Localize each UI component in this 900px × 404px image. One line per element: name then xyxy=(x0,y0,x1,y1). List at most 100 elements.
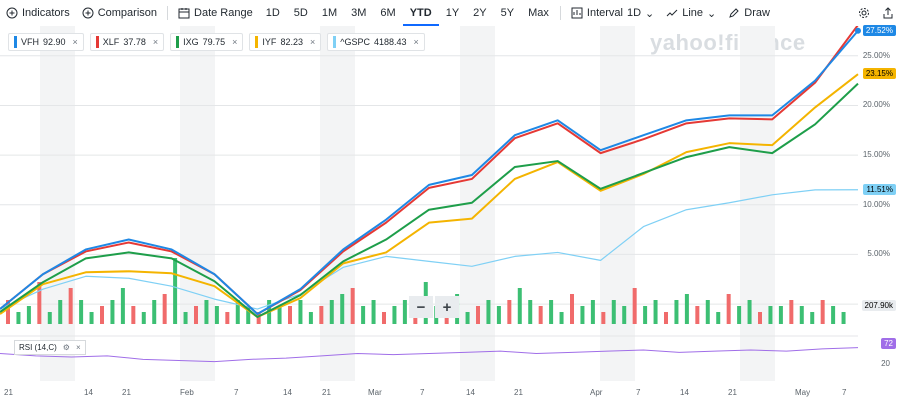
calendar-icon xyxy=(178,8,190,19)
range-max[interactable]: Max xyxy=(528,7,549,19)
y-tick-label: 25.00% xyxy=(862,50,890,60)
volume-bar xyxy=(329,300,334,324)
chart-type-label: Line xyxy=(682,7,704,19)
volume-bar xyxy=(204,300,209,324)
close-icon[interactable]: × xyxy=(75,343,81,352)
volume-bar xyxy=(664,312,668,324)
zoom-in-button[interactable]: + xyxy=(435,296,459,318)
draw-label: Draw xyxy=(744,7,770,19)
badge-volume: 207.90k xyxy=(861,300,896,311)
chip-gspc[interactable]: ^GSPC 4188.43 × xyxy=(327,33,425,51)
range-1y[interactable]: 1Y xyxy=(445,7,460,19)
draw-button[interactable]: Draw xyxy=(722,0,776,26)
indicators-button[interactable]: Indicators xyxy=(0,0,76,26)
rsi-line xyxy=(0,347,859,363)
volume-bar xyxy=(716,312,721,324)
volume-bar xyxy=(16,312,21,324)
volume-bar xyxy=(517,288,522,324)
x-tick-label: 21 xyxy=(322,388,331,397)
volume-bar xyxy=(79,300,84,324)
volume-bar xyxy=(496,306,501,324)
range-ytd[interactable]: YTD xyxy=(402,0,439,26)
settings-icon[interactable]: ⚙ xyxy=(62,343,70,352)
rsi-indicator-chip[interactable]: RSI (14,C) ⚙ × xyxy=(14,340,86,355)
y-tick-label: 5.00% xyxy=(867,249,890,259)
volume-bar xyxy=(726,294,731,324)
volume-bar xyxy=(47,312,52,324)
volume-bar xyxy=(402,300,407,324)
volume-bar xyxy=(570,294,574,324)
y-tick-label: 20.00% xyxy=(862,100,890,110)
volume-bar xyxy=(611,300,616,324)
last-point-marker xyxy=(855,27,861,34)
x-tick-label: 21 xyxy=(514,388,523,397)
close-icon[interactable]: × xyxy=(72,37,78,47)
chip-iyf[interactable]: IYF 82.23 × xyxy=(249,33,322,51)
volume-bar xyxy=(340,294,345,324)
range-5d[interactable]: 5D xyxy=(293,7,308,19)
volume-bar xyxy=(152,300,157,324)
volume-bar xyxy=(235,300,240,324)
range-1m[interactable]: 1M xyxy=(321,7,338,19)
volume-bar xyxy=(601,312,606,324)
range-3m[interactable]: 3M xyxy=(351,7,367,19)
volume-bar xyxy=(256,312,261,324)
volume-bar xyxy=(371,300,376,324)
volume-bar xyxy=(288,306,292,324)
zoom-out-button[interactable]: − xyxy=(409,296,433,318)
gear-icon xyxy=(859,8,869,18)
date-range-button[interactable]: Date Range xyxy=(172,0,259,26)
volume-bar xyxy=(37,282,42,324)
date-range-label: Date Range xyxy=(194,7,253,19)
chip-xlf[interactable]: XLF 37.78 × xyxy=(89,33,165,51)
volume-bar xyxy=(622,306,627,324)
series-color-swatch xyxy=(333,36,337,48)
volume-bar xyxy=(758,312,762,324)
range-5y[interactable]: 5Y xyxy=(500,7,515,19)
series-line-ixg xyxy=(0,82,859,318)
volume-bar xyxy=(507,300,512,324)
zoom-controls: − + xyxy=(409,296,459,318)
volume-bar xyxy=(486,300,491,324)
settings-button[interactable] xyxy=(852,0,876,26)
volume-bar xyxy=(590,300,595,324)
y-tick-label: 10.00% xyxy=(862,199,890,209)
interval-button[interactable]: Interval 1D ⌄ xyxy=(565,0,660,26)
comparison-button[interactable]: Comparison xyxy=(76,0,163,26)
volume-bar xyxy=(695,306,700,324)
close-icon[interactable]: × xyxy=(152,37,159,47)
share-button[interactable] xyxy=(876,0,900,26)
volume-bar xyxy=(528,300,533,324)
volume-bar xyxy=(173,258,178,324)
volume-bar xyxy=(277,306,282,324)
range-6m[interactable]: 6M xyxy=(380,7,396,19)
chart-type-button[interactable]: Line ⌄ xyxy=(660,0,722,26)
x-tick-label: 7 xyxy=(234,388,239,397)
background-band xyxy=(740,26,775,381)
range-1d[interactable]: 1D xyxy=(265,7,280,19)
volume-bar xyxy=(100,306,104,324)
volume-bar xyxy=(820,300,825,324)
chip-value: 4188.43 xyxy=(373,37,407,47)
close-icon[interactable]: × xyxy=(413,37,419,47)
x-tick-label: May xyxy=(795,388,811,397)
volume-bar xyxy=(549,300,554,324)
volume-bar xyxy=(246,306,251,324)
price-chart[interactable] xyxy=(0,26,900,404)
volume-bar xyxy=(632,288,637,324)
volume-bar xyxy=(162,294,167,324)
chip-vfh[interactable]: VFH 92.90 × xyxy=(8,33,84,51)
indicators-label: Indicators xyxy=(22,7,70,19)
chip-ixg[interactable]: IXG 79.75 × xyxy=(170,33,244,51)
close-icon[interactable]: × xyxy=(309,37,316,47)
volume-bar xyxy=(183,312,188,324)
close-icon[interactable]: × xyxy=(232,37,238,47)
x-tick-label: Feb xyxy=(180,388,194,397)
badge-vfh: 27.52% xyxy=(862,24,896,36)
volume-bar xyxy=(141,312,146,324)
volume-bar xyxy=(747,300,752,324)
chevron-down-icon: ⌄ xyxy=(707,7,717,20)
range-2y[interactable]: 2Y xyxy=(473,7,487,19)
volume-bar xyxy=(392,306,397,324)
divider xyxy=(559,6,561,20)
